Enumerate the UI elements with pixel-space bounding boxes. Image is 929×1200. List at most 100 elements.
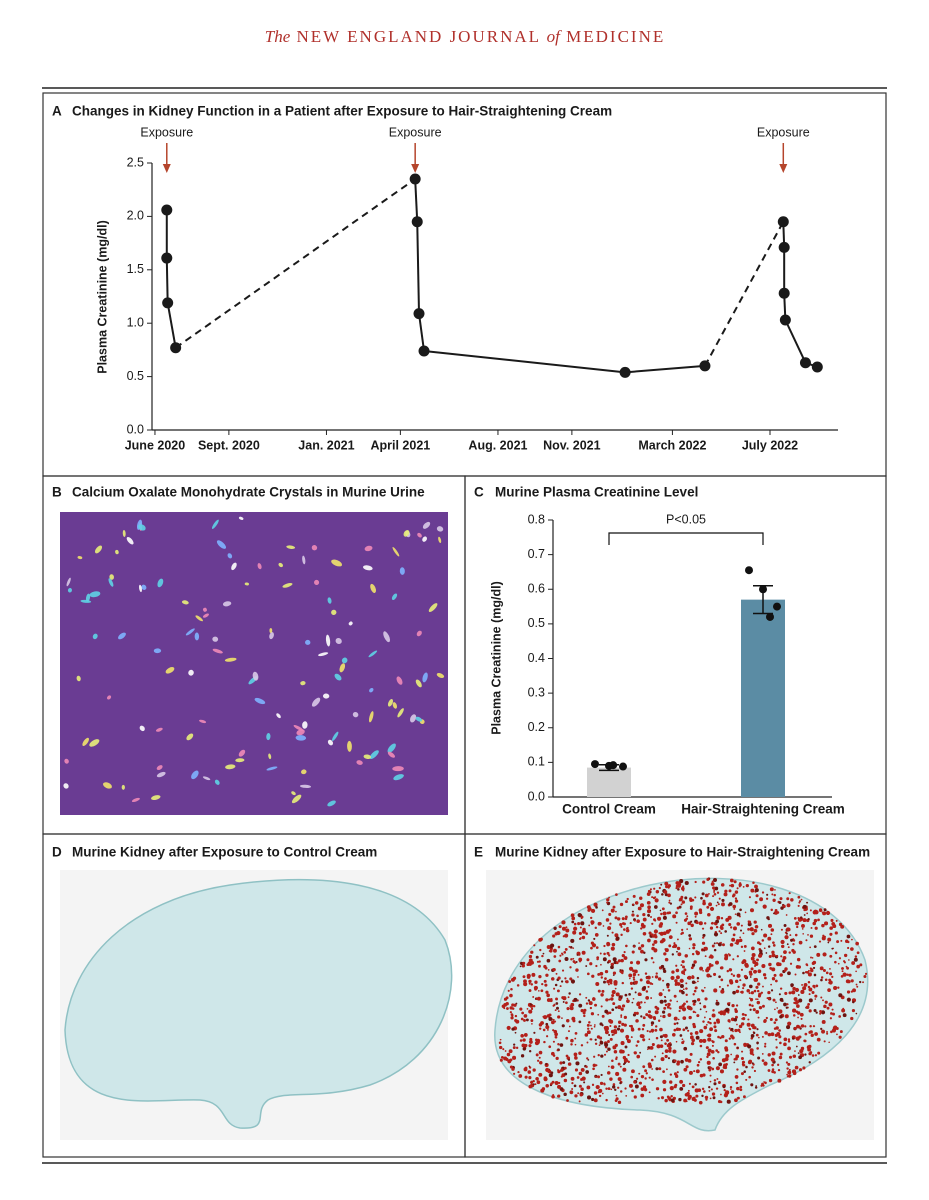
deposit (751, 1004, 754, 1008)
deposit (609, 1037, 613, 1041)
deposit (630, 1024, 633, 1028)
deposit (715, 960, 719, 965)
deposit (728, 1037, 732, 1040)
deposit (590, 1012, 595, 1016)
deposit (721, 898, 725, 902)
crystal (63, 783, 69, 789)
deposit (758, 953, 763, 958)
deposit (760, 991, 764, 994)
crystal (327, 800, 336, 807)
deposit (640, 1001, 643, 1004)
deposit (776, 1007, 779, 1009)
deposit (720, 966, 724, 970)
deposit (851, 938, 853, 941)
deposit (768, 1078, 773, 1083)
deposit (668, 901, 671, 904)
deposit (579, 937, 582, 939)
deposit (681, 1007, 687, 1012)
deposit (642, 931, 647, 936)
deposit (689, 1032, 693, 1036)
deposit (614, 916, 618, 920)
crystal (314, 579, 320, 585)
deposit (648, 1091, 651, 1094)
deposit (621, 1049, 625, 1054)
deposit (654, 898, 659, 903)
deposit (562, 1061, 566, 1064)
deposit (553, 1029, 558, 1034)
deposit (748, 896, 751, 899)
deposit (850, 1016, 854, 1021)
deposit (576, 954, 579, 956)
deposit (734, 942, 737, 945)
deposit (681, 960, 685, 964)
deposit (786, 1067, 789, 1070)
deposit (669, 1007, 672, 1010)
deposit (542, 1028, 546, 1032)
deposit (554, 1009, 557, 1012)
deposit (669, 1073, 673, 1076)
annotation: Exposure (757, 125, 810, 139)
deposit (802, 986, 807, 991)
deposit (747, 927, 750, 931)
deposit (553, 987, 556, 990)
deposit (753, 920, 757, 924)
deposit (499, 1058, 503, 1062)
deposit (546, 993, 550, 998)
deposit (778, 993, 781, 996)
deposit (734, 890, 739, 894)
deposit (772, 943, 776, 947)
deposit (752, 1008, 756, 1012)
deposit (617, 1020, 622, 1024)
deposit (640, 949, 644, 954)
deposit (552, 1029, 555, 1032)
deposit (537, 1059, 540, 1062)
deposit (795, 1045, 798, 1048)
deposit (733, 880, 737, 884)
deposit (585, 1002, 589, 1005)
deposit (536, 1080, 541, 1085)
deposit (779, 1052, 783, 1056)
deposit (586, 1057, 589, 1060)
deposit (612, 957, 617, 962)
deposit (796, 1004, 800, 1008)
deposit (725, 1090, 730, 1095)
deposit (685, 1065, 689, 1069)
deposit (808, 1009, 812, 1013)
deposit (726, 1099, 731, 1104)
deposit (703, 922, 707, 925)
deposit (798, 900, 802, 903)
panel-title: Calcium Oxalate Monohydrate Crystals in … (72, 485, 425, 500)
deposit (528, 1044, 532, 1048)
deposit (671, 1032, 676, 1037)
deposit (748, 1059, 753, 1064)
deposit (600, 1073, 603, 1077)
deposit (593, 1098, 598, 1103)
deposit (736, 1086, 740, 1091)
deposit (705, 1010, 708, 1013)
deposit (589, 1006, 593, 1010)
deposit (684, 1058, 689, 1062)
deposit (821, 911, 824, 914)
crystal (138, 584, 142, 593)
deposit (612, 905, 616, 909)
deposit (808, 993, 811, 996)
deposit (598, 1044, 601, 1046)
deposit (566, 1018, 570, 1023)
crystal (115, 549, 119, 555)
deposit (720, 989, 725, 994)
deposit (572, 947, 575, 950)
deposit (771, 976, 776, 981)
deposit (678, 989, 682, 993)
deposit (771, 1070, 775, 1074)
deposit (840, 939, 843, 942)
deposit (613, 1050, 618, 1054)
deposit (593, 1091, 598, 1095)
y-tick-label: 1.5 (127, 262, 144, 276)
deposit (767, 945, 771, 948)
deposit (709, 975, 712, 978)
deposit (736, 955, 739, 958)
deposit (823, 1004, 827, 1009)
data-point (766, 612, 774, 621)
deposit (587, 999, 591, 1002)
